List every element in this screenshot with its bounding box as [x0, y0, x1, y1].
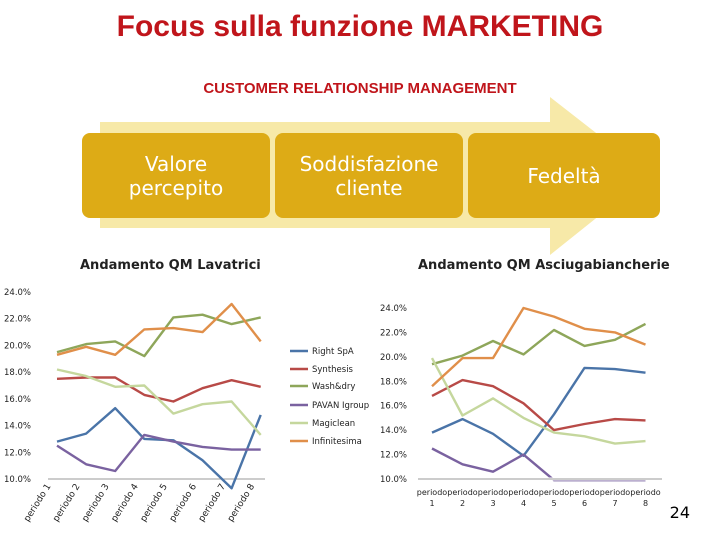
chart2-xtick-number: 1	[429, 499, 434, 508]
chart1-legend-label: Synthesis	[312, 365, 354, 375]
chart1-ytick-label: 14.0%	[4, 422, 31, 432]
chart2-xtick-label: periodo	[569, 488, 599, 497]
flow-box-fedelta-label: Fedeltà	[527, 163, 601, 188]
chart2-series-line	[431, 447, 646, 482]
chart1-ytick-label: 24.0%	[4, 288, 31, 298]
chart2-xtick-label: periodo	[447, 488, 477, 497]
chart2-ytick-label: 18.0%	[380, 377, 407, 387]
chart1-xtick-label: periodo 4	[110, 482, 141, 524]
page-number: 24	[669, 503, 690, 522]
chart1-series-line	[56, 302, 262, 356]
chart1-xtick-label: periodo 1	[22, 482, 53, 524]
flow-box-soddisfazione: Soddisfazione cliente	[275, 133, 463, 218]
chart1-xtick-label: periodo 2	[52, 482, 83, 524]
chart1-xtick-label: periodo 5	[139, 482, 170, 524]
page-title: Focus sulla funzione MARKETING	[116, 10, 604, 43]
chart2-ytick-label: 14.0%	[380, 426, 407, 436]
chart2-ytick-label: 16.0%	[380, 402, 407, 412]
flow-box-valore: Valore percepito	[82, 133, 270, 218]
chart1-legend-label: Wash&dry	[312, 382, 355, 392]
chart2-xtick-label: periodo	[417, 488, 447, 497]
chart1-ytick-label: 18.0%	[4, 368, 31, 378]
chart2-xtick-label: periodo	[600, 488, 630, 497]
chart2-xtick-label: periodo	[478, 488, 508, 497]
chart2-xtick-label: periodo	[539, 488, 569, 497]
chart2-xtick-number: 7	[612, 499, 617, 508]
chart1-series-line	[56, 433, 261, 473]
chart2-xtick-number: 2	[460, 499, 465, 508]
chart2-xtick-number: 6	[582, 499, 587, 508]
chart1-xtick-label: periodo 7	[197, 482, 228, 524]
flow-box-valore-line2: percepito	[128, 175, 224, 200]
flow-box-soddisfazione-line2: cliente	[335, 175, 403, 200]
page-subtitle: CUSTOMER RELATIONSHIP MANAGEMENT	[203, 80, 517, 97]
chart2-series-line	[431, 322, 647, 366]
chart1-xtick-label: periodo 6	[168, 482, 199, 524]
chart1-legend-label: Magiclean	[312, 419, 355, 429]
chart1-legend-label: Right SpA	[312, 347, 354, 357]
chart1-series-line	[56, 407, 262, 490]
chart2-series-line	[431, 378, 646, 432]
chart1-ytick-label: 10.0%	[4, 475, 31, 485]
chart2-ytick-label: 22.0%	[380, 328, 407, 338]
chart2-ytick-label: 24.0%	[380, 304, 407, 314]
chart1-legend-label: Infinitesima	[312, 437, 362, 447]
chart1-ytick-label: 22.0%	[4, 315, 31, 325]
chart2-xtick-number: 8	[643, 499, 648, 508]
chart2-series-line	[431, 366, 646, 457]
chart1-series-line	[56, 368, 262, 436]
chart2-plot-area	[430, 306, 647, 482]
chart2-xtick-label: periodo	[508, 488, 538, 497]
chart2-xtick-number: 4	[521, 499, 526, 508]
flow-box-soddisfazione-line1: Soddisfazione	[299, 151, 439, 176]
chart-title-asciugabiancherie: Andamento QM Asciugabiancherie	[418, 258, 670, 273]
chart2-xtick-number: 5	[551, 499, 556, 508]
chart1-ytick-label: 16.0%	[4, 395, 31, 405]
chart1-xtick-label: periodo 3	[81, 482, 112, 524]
chart2-series-line	[430, 357, 646, 445]
chart2-series-line	[431, 306, 646, 388]
chart2-xtick-label: periodo	[630, 488, 660, 497]
chart1-ytick-label: 12.0%	[4, 448, 31, 458]
chart1-series-line	[56, 313, 261, 358]
chart-title-lavatrici: Andamento QM Lavatrici	[80, 258, 261, 273]
chart2-ytick-label: 12.0%	[380, 451, 407, 461]
flow-box-fedelta: Fedeltà	[468, 133, 660, 218]
chart1-ytick-label: 20.0%	[4, 341, 31, 351]
chart2-ytick-label: 20.0%	[380, 353, 407, 363]
flow-box-valore-line1: Valore	[144, 151, 208, 176]
chart2-xtick-number: 3	[490, 499, 495, 508]
chart1-legend-label: PAVAN Igroup	[312, 401, 369, 411]
chart2-ytick-label: 10.0%	[380, 475, 407, 485]
